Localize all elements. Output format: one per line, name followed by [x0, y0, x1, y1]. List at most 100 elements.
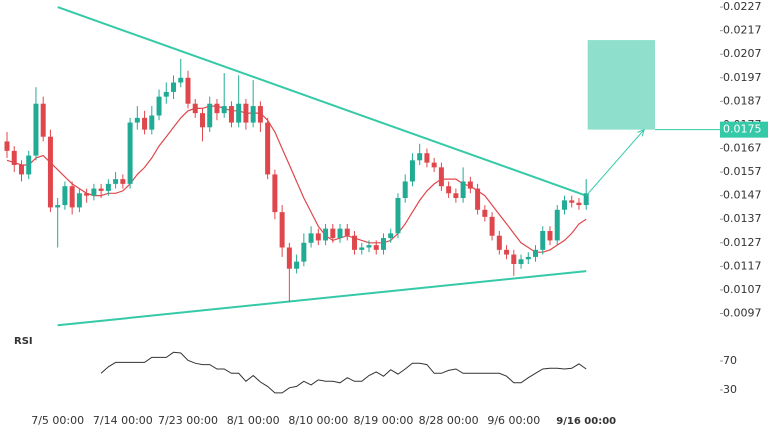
candle-body: [55, 205, 61, 208]
candle-body: [344, 228, 350, 236]
y-tick-label: 0.0207: [723, 47, 762, 60]
candle-body: [214, 103, 220, 114]
y-tick-label: 0.0107: [723, 283, 762, 296]
candle-body: [496, 235, 502, 250]
candle-body: [518, 259, 524, 264]
rsi-line: [100, 351, 587, 394]
candle-body: [265, 122, 271, 175]
candle-body: [250, 106, 256, 123]
candle-body: [395, 198, 401, 234]
rsi-label: RSI: [14, 336, 33, 347]
candle-body: [272, 174, 278, 213]
x-tick-label: 8/28 00:00: [419, 414, 479, 427]
x-tick-label: 9/6 00:00: [487, 414, 540, 427]
candle-body: [366, 245, 372, 248]
y-tick-label: 0.0127: [723, 236, 762, 249]
y-tick-label: 0.0157: [723, 165, 762, 178]
last-price-tag: [720, 121, 768, 138]
candle-body: [163, 91, 169, 97]
y-tick-label: 0.0137: [723, 212, 762, 225]
y-tick-label: 0.0117: [723, 259, 762, 272]
candle-body: [583, 193, 589, 206]
candle-body: [91, 188, 97, 196]
y-tick-label: 0.0167: [723, 142, 762, 155]
candle-body: [149, 115, 155, 130]
candle-body: [40, 103, 46, 137]
candle-body: [279, 212, 285, 248]
candle-body: [11, 150, 17, 165]
y-tick-label: 0.0147: [723, 189, 762, 202]
candle-body: [460, 181, 466, 198]
candle-body: [431, 162, 437, 168]
candle-body: [323, 228, 329, 241]
candle-body: [4, 141, 10, 151]
candle-body: [482, 209, 488, 217]
candle-body: [424, 153, 430, 163]
candle-body: [402, 181, 408, 198]
arrow: [585, 129, 645, 196]
x-tick-label: 7/5 00:00: [31, 414, 84, 427]
y-tick-label: 0.0187: [723, 94, 762, 107]
candle-body: [207, 103, 213, 128]
candle-body: [533, 249, 539, 257]
candle-body: [373, 245, 379, 250]
target-zone: [587, 40, 655, 130]
candle-body: [33, 103, 39, 156]
candle-body: [18, 165, 24, 175]
candle-body: [192, 103, 198, 114]
candle-body: [417, 153, 423, 161]
candle-body: [380, 238, 386, 250]
y-tick-label: 0.0197: [723, 71, 762, 84]
candle-body: [569, 200, 575, 203]
candle-body: [243, 103, 249, 123]
candle-body: [547, 231, 553, 241]
x-tick-label: 8/10 00:00: [288, 414, 348, 427]
candle-body: [576, 202, 582, 206]
candle-body: [388, 233, 394, 239]
candle-body: [142, 117, 148, 130]
candle-body: [504, 249, 510, 255]
candle-body: [178, 77, 184, 83]
x-tick-label: 9/16 00:00: [556, 416, 616, 427]
candle-body: [120, 179, 126, 184]
last-price-label: 0.0175: [723, 123, 762, 136]
candle-body: [359, 247, 365, 250]
candle-body: [171, 82, 177, 92]
candle-body: [438, 167, 444, 187]
candle-body: [409, 160, 415, 182]
candle-body: [352, 235, 358, 250]
candle-body: [76, 193, 82, 208]
candle-body: [134, 117, 140, 123]
rsi-tick-label: 70: [723, 354, 737, 367]
candle-body: [467, 181, 473, 189]
candle-body: [185, 77, 191, 104]
candle-body: [301, 242, 307, 262]
trendline: [57, 270, 587, 327]
candle-body: [113, 179, 119, 184]
trendline: [57, 6, 587, 197]
candle-body: [228, 106, 234, 123]
candle-body: [489, 216, 495, 236]
candle-body: [127, 122, 133, 184]
candle-body: [525, 256, 531, 260]
candle-body: [221, 106, 227, 114]
x-tick-label: 7/23 00:00: [158, 414, 218, 427]
candle-body: [294, 261, 300, 269]
y-tick-label: 0.0227: [723, 0, 762, 13]
candle-body: [511, 254, 517, 264]
candle-body: [69, 186, 75, 208]
candle-body: [236, 103, 242, 123]
candle-body: [62, 186, 68, 206]
candle-body: [561, 200, 567, 210]
candle-body: [453, 193, 459, 198]
candle-body: [446, 186, 452, 194]
candle-body: [199, 113, 205, 128]
candle-body: [337, 228, 343, 239]
moving-average: [6, 105, 587, 253]
candle-body: [26, 155, 32, 175]
candle-body: [286, 247, 292, 269]
candle-body: [47, 136, 53, 208]
x-tick-label: 7/14 00:00: [93, 414, 153, 427]
candle-body: [105, 183, 111, 191]
